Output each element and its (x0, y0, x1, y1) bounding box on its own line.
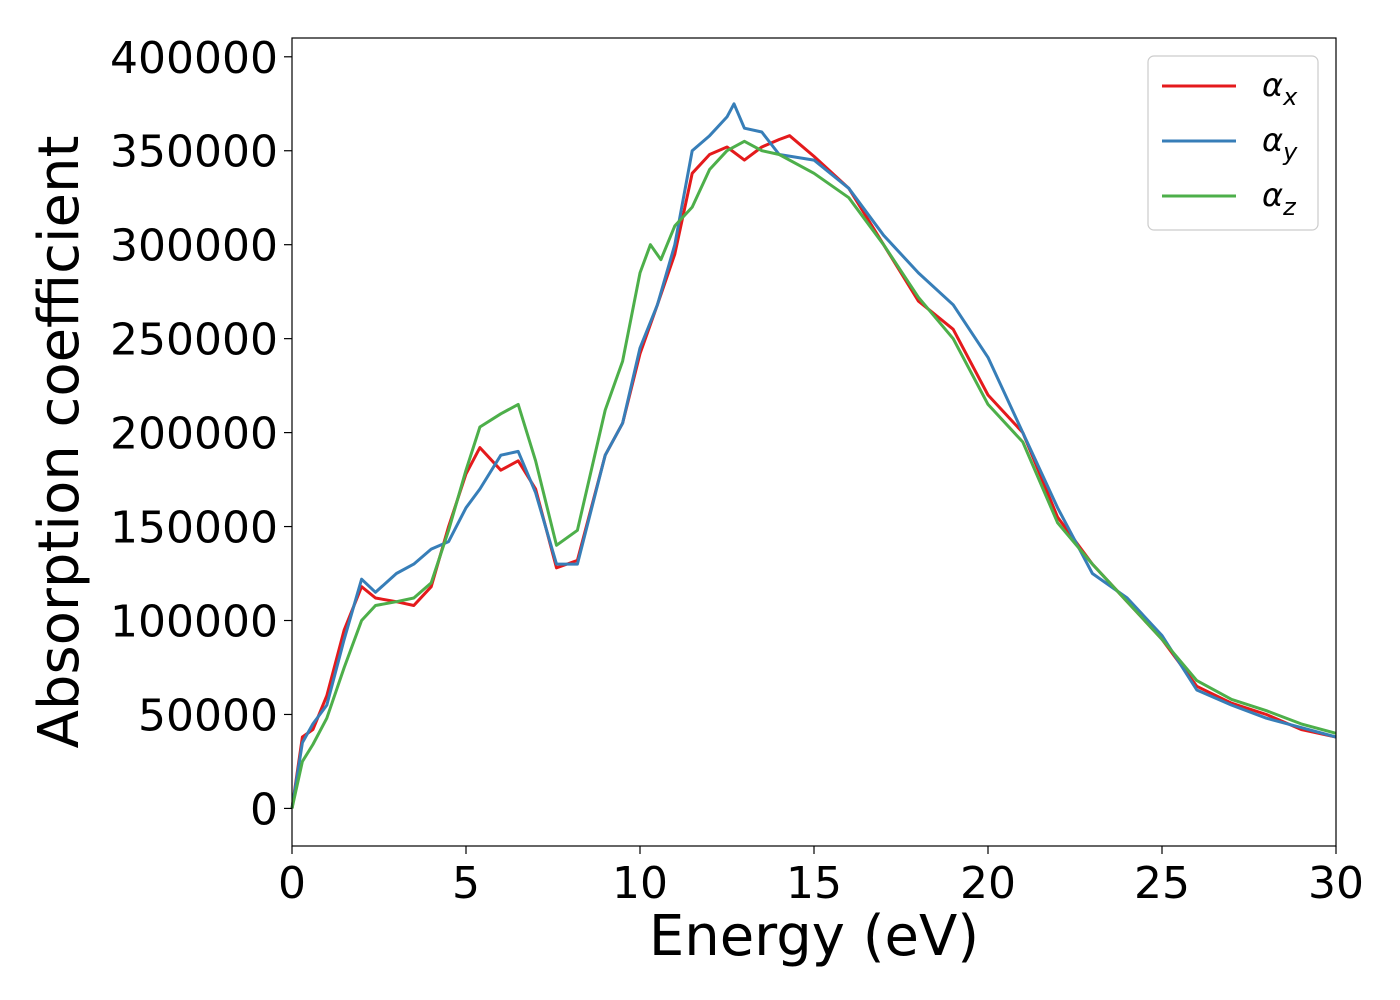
x-tick-label: 0 (278, 858, 306, 909)
y-tick-label: 100000 (110, 597, 278, 648)
y-tick-label: 200000 (110, 409, 278, 460)
y-tick-label: 300000 (110, 221, 278, 272)
legend: αx αy αz (1147, 55, 1319, 231)
legend-label-y: αy (1262, 121, 1298, 166)
x-tick-label: 15 (786, 858, 842, 909)
x-tick-label: 5 (452, 858, 480, 909)
legend-items: αx αy αz (1162, 66, 1298, 221)
y-tick-label: 150000 (110, 503, 278, 554)
y-tick-label: 0 (250, 784, 278, 835)
x-tick-label: 10 (612, 858, 668, 909)
x-axis-label: Energy (eV) (649, 904, 979, 969)
y-tick-label: 50000 (138, 690, 278, 741)
y-tick-label: 400000 (110, 33, 278, 84)
series-line-y (290, 102, 1337, 809)
legend-label-z: αz (1262, 176, 1297, 221)
x-axis-ticks: 0 5 10 15 20 25 30 (278, 846, 1364, 909)
legend-label-x: αx (1262, 66, 1298, 111)
y-axis-ticks: 0 50000 100000 150000 200000 250000 300000 3500… (110, 33, 292, 835)
y-axis-label: Absorption coefficient (27, 136, 92, 749)
x-tick-label: 25 (1134, 858, 1190, 909)
x-tick-label: 20 (960, 858, 1016, 909)
series-lines (290, 102, 1337, 809)
y-tick-label: 250000 (110, 315, 278, 366)
x-tick-label: 30 (1308, 858, 1364, 909)
legend-frame (1147, 55, 1319, 231)
y-tick-label: 350000 (110, 127, 278, 178)
series-line-z (290, 139, 1337, 809)
